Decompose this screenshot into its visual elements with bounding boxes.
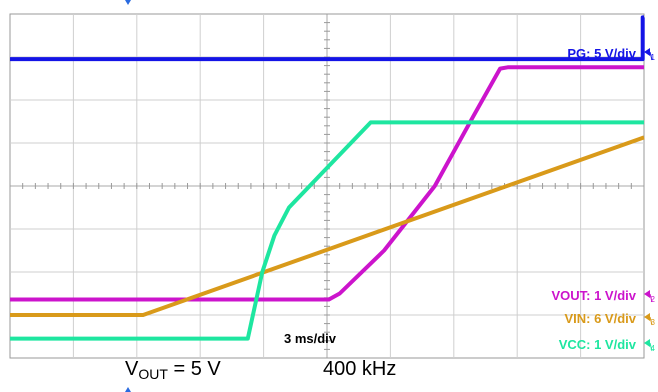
channel-vcc-marker	[644, 339, 650, 347]
caption-vout-rest: = 5 V	[167, 358, 221, 380]
channel-vin-marker-tick	[649, 316, 653, 326]
vcc-scale-label: VCC: 1 V/div	[559, 337, 637, 352]
traces	[10, 15, 645, 341]
ch4-marker-num: 4	[651, 344, 656, 353]
trace-pg	[10, 15, 645, 62]
caption-frequency: 400 kHz	[323, 358, 397, 380]
caption-vout-main: V	[125, 358, 139, 380]
channel-vout-marker-tick	[649, 293, 653, 303]
markers	[125, 0, 653, 392]
trigger-marker-top	[125, 0, 131, 5]
vout-scale-label: VOUT: 1 V/div	[551, 288, 636, 303]
channel-vcc-marker-tick	[649, 342, 653, 352]
trace-vout	[10, 65, 644, 302]
ch2-marker-num: 2	[651, 295, 656, 304]
pg-scale-label: PG: 5 V/div	[567, 46, 636, 61]
ch1-marker-num: 1	[651, 53, 656, 62]
labels: PG: 5 V/div VOUT: 1 V/div VIN: 6 V/div V…	[284, 46, 656, 353]
channel-vout-marker	[644, 290, 650, 298]
trace-vcc	[10, 120, 644, 341]
caption-vout-sub: OUT	[138, 366, 168, 382]
vin-scale-label: VIN: 6 V/div	[564, 311, 636, 326]
channel-vin-marker	[644, 313, 650, 321]
trace-vin	[10, 135, 645, 317]
trigger-marker-bottom	[125, 387, 131, 392]
caption-vout: VOUT = 5 V	[125, 358, 221, 382]
channel-pg-marker	[644, 48, 650, 56]
ch3-marker-num: 3	[651, 318, 656, 327]
channel-pg-marker-tick	[649, 51, 653, 61]
timebase-label: 3 ms/div	[284, 331, 337, 346]
